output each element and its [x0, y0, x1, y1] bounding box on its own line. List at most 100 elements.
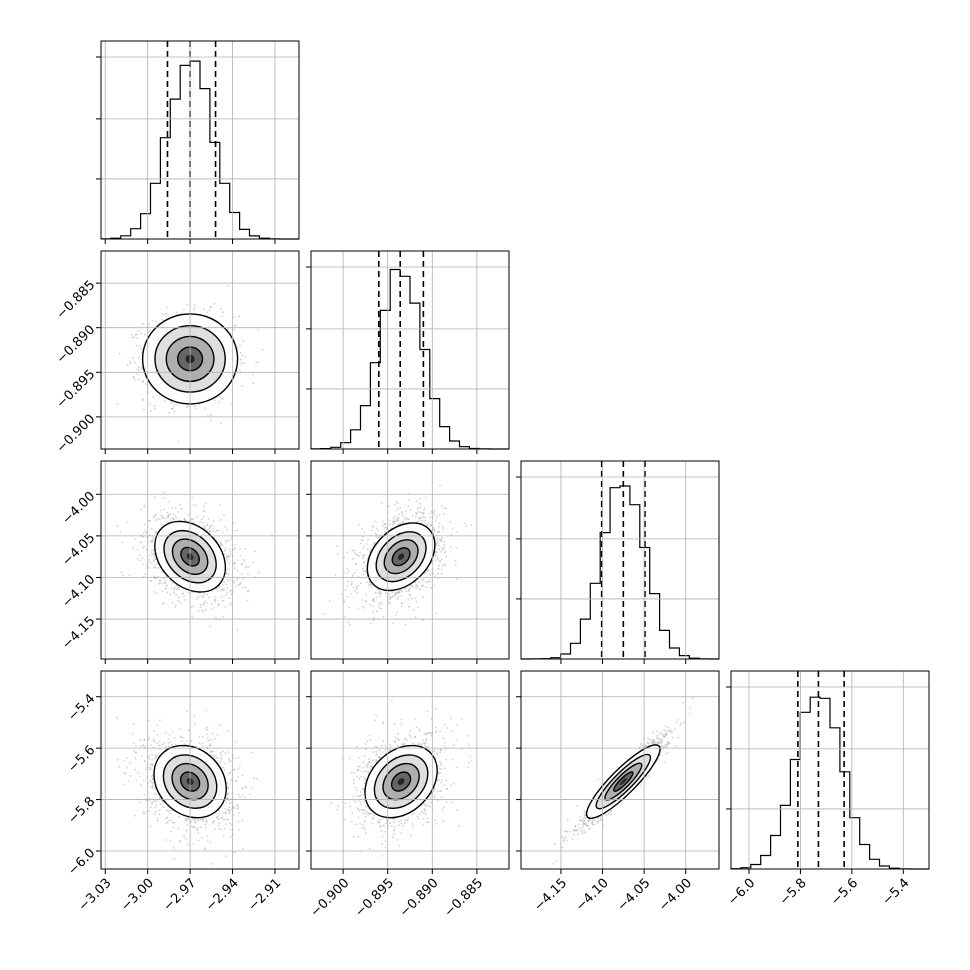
scatter-point: [425, 496, 428, 499]
scatter-point: [199, 603, 202, 606]
scatter-point: [166, 821, 169, 824]
scatter-point: [415, 600, 418, 603]
scatter-point: [175, 604, 177, 606]
scatter-point: [148, 519, 150, 522]
scatter-point: [400, 605, 403, 608]
scatter-point: [375, 520, 377, 523]
scatter-point: [257, 329, 259, 332]
scatter-point: [358, 555, 360, 557]
scatter-point: [449, 545, 452, 548]
scatter-point: [404, 587, 407, 590]
scatter-point: [145, 548, 148, 551]
scatter-point: [399, 507, 402, 509]
scatter-point: [336, 553, 339, 555]
scatter-point: [359, 551, 361, 554]
scatter-point: [415, 587, 417, 589]
scatter-point: [370, 585, 373, 588]
scatter-point: [156, 724, 158, 727]
scatter-point: [377, 530, 380, 532]
scatter-point: [139, 559, 142, 562]
scatter-point: [378, 536, 381, 539]
scatter-point: [442, 528, 444, 530]
scatter-point: [346, 567, 348, 570]
scatter-point: [197, 839, 200, 842]
scatter-point: [241, 361, 244, 364]
scatter-point: [181, 592, 184, 595]
scatter-point: [222, 616, 225, 618]
scatter-point: [155, 320, 157, 323]
scatter-point: [362, 570, 365, 572]
scatter-point: [381, 603, 383, 606]
scatter-point: [233, 329, 235, 331]
scatter-point: [424, 516, 427, 519]
scatter-point: [439, 484, 441, 487]
scatter-point: [226, 284, 229, 287]
scatter-point: [218, 529, 221, 532]
scatter-point: [438, 544, 440, 547]
scatter-point: [179, 601, 182, 604]
scatter-point: [229, 579, 231, 581]
scatter-point: [140, 367, 143, 370]
scatter-point: [443, 507, 446, 510]
scatter-point: [183, 595, 185, 598]
scatter-point: [438, 564, 441, 567]
scatter-point: [356, 591, 359, 594]
scatter-point: [334, 574, 337, 576]
scatter-point: [132, 357, 135, 359]
scatter-point: [451, 527, 454, 530]
scatter-point: [177, 586, 180, 589]
scatter-point: [438, 525, 440, 528]
scatter-point: [142, 532, 145, 535]
scatter-point: [157, 567, 159, 569]
scatter-point: [205, 709, 208, 711]
scatter-point: [149, 825, 152, 828]
scatter-point: [152, 549, 154, 552]
scatter-point: [163, 581, 166, 584]
scatter-point: [433, 509, 436, 511]
scatter-point: [167, 738, 170, 740]
scatter-point: [153, 575, 156, 577]
scatter-point: [170, 830, 173, 833]
scatter-point: [232, 580, 235, 582]
scatter-point: [218, 813, 221, 815]
scatter-point: [138, 356, 140, 359]
scatter-point: [142, 323, 145, 326]
scatter-point: [362, 606, 364, 608]
scatter-point: [352, 574, 354, 577]
scatter-point: [172, 821, 174, 824]
panel-frame: [520, 460, 720, 660]
scatter-point: [374, 592, 377, 594]
scatter-point: [419, 502, 421, 505]
scatter-point: [398, 513, 400, 516]
scatter-point: [165, 312, 168, 315]
scatter-point: [213, 302, 216, 305]
scatter-point: [435, 612, 438, 615]
scatter-point: [196, 828, 199, 831]
scatter-point: [170, 407, 173, 410]
scatter-point: [346, 585, 348, 587]
scatter-point: [219, 589, 222, 592]
histogram-panel-2: [516, 461, 719, 660]
scatter-point: [165, 314, 168, 317]
scatter-point: [419, 506, 422, 509]
histogram-panel-3: [726, 671, 929, 870]
scatter-point: [158, 579, 161, 582]
scatter-point: [149, 410, 152, 413]
scatter-point: [122, 783, 125, 786]
scatter-point: [432, 572, 435, 575]
scatter-point: [154, 566, 157, 569]
scatter-point: [196, 516, 199, 518]
histogram-step-line: [730, 696, 929, 870]
scatter-point: [449, 520, 451, 523]
scatter-point: [344, 615, 347, 618]
scatter-point: [241, 354, 244, 357]
scatter-point: [352, 586, 355, 589]
scatter-point: [227, 558, 229, 561]
scatter-point: [119, 531, 122, 534]
scatter-point: [213, 596, 216, 598]
scatter-point: [165, 306, 168, 309]
scatter-point: [179, 503, 182, 506]
scatter-point: [226, 529, 229, 531]
scatter-point: [235, 579, 238, 581]
scatter-point: [187, 843, 189, 846]
